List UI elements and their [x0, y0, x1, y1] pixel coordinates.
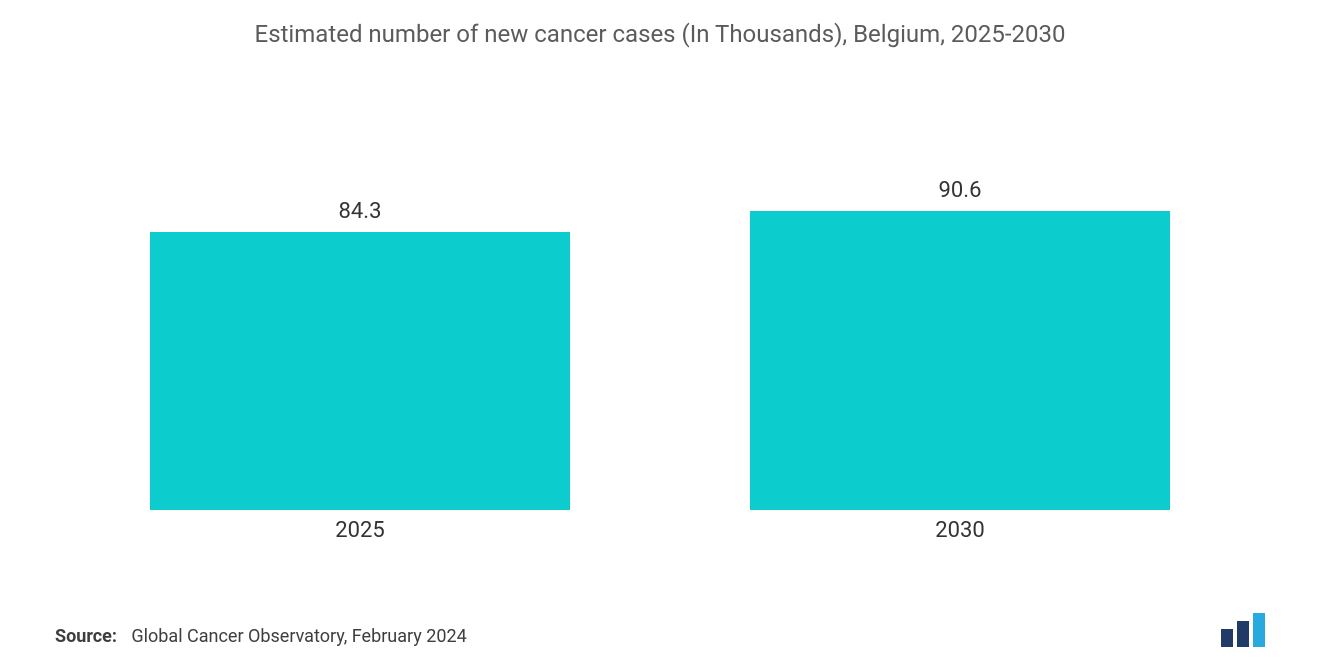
bars-row: 84.3 90.6: [120, 90, 1200, 510]
bar-value-label: 90.6: [939, 178, 982, 203]
plot-area: 84.3 90.6: [120, 90, 1200, 510]
x-label: 2025: [150, 518, 570, 543]
bar-value-label: 84.3: [339, 199, 382, 224]
x-axis-labels: 2025 2030: [120, 518, 1200, 543]
footer: Source: Global Cancer Observatory, Febru…: [55, 613, 1265, 647]
logo-bar: [1253, 613, 1265, 647]
x-label: 2030: [750, 518, 1170, 543]
source-line: Source: Global Cancer Observatory, Febru…: [55, 626, 467, 647]
bar-rect: [750, 211, 1170, 510]
bar-slot-0: 84.3: [150, 199, 570, 510]
source-text: Global Cancer Observatory, February 2024: [131, 626, 466, 647]
logo-icon: [1221, 613, 1265, 647]
source-label: Source:: [55, 626, 117, 647]
chart-title: Estimated number of new cancer cases (In…: [0, 20, 1320, 48]
bar-slot-1: 90.6: [750, 178, 1170, 510]
logo-bar: [1221, 629, 1233, 647]
bar-rect: [150, 232, 570, 510]
chart-container: Estimated number of new cancer cases (In…: [0, 0, 1320, 665]
logo-bar: [1237, 621, 1249, 647]
